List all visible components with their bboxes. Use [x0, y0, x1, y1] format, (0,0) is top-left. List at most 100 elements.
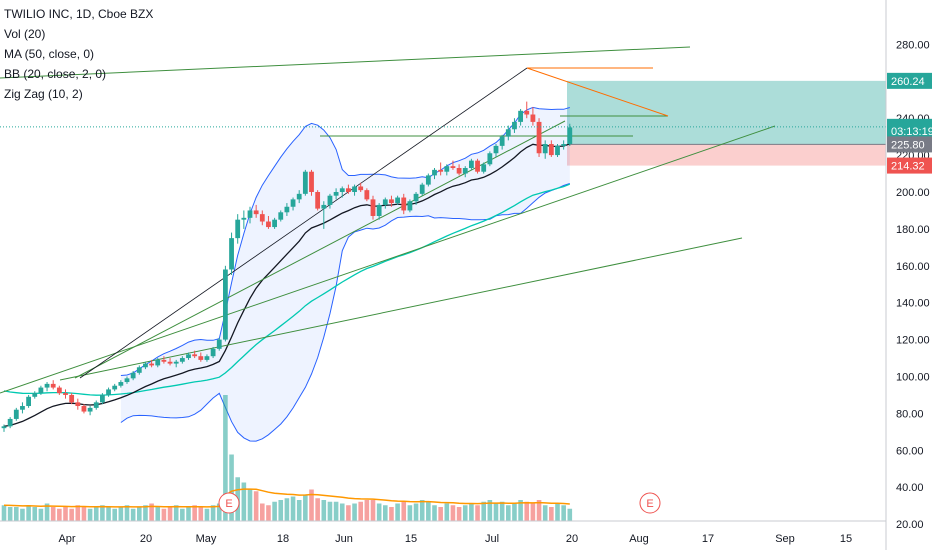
candle: [542, 144, 548, 154]
volume-bar: [487, 500, 493, 521]
candle: [204, 356, 210, 360]
volume-bar: [327, 501, 333, 521]
volume-bar: [499, 501, 505, 521]
price-badge: [887, 72, 932, 89]
volume-bar: [198, 507, 204, 521]
candle: [56, 387, 62, 394]
candle: [561, 144, 567, 146]
candle: [81, 406, 87, 412]
volume-bar: [555, 503, 560, 521]
candle: [548, 144, 554, 156]
price-tick-label: 20.00: [896, 519, 924, 531]
candle: [167, 361, 173, 364]
candle: [241, 217, 247, 220]
volume-bar: [438, 507, 443, 521]
time-axis[interactable]: Apr 20 May 18 Jun 15 Jul 20 Aug 17 Sep 15: [58, 533, 852, 545]
volume-bar: [376, 503, 382, 521]
volume-bar: [542, 505, 548, 521]
volume-bar: [44, 503, 50, 521]
price-badge: [887, 136, 932, 153]
bb-indicator-label[interactable]: BB (20, close, 2, 0): [4, 67, 107, 81]
volume-ma-line: [3, 488, 570, 508]
symbol-title[interactable]: TWILIO INC, 1D, Cboe BZX: [4, 7, 154, 21]
volume-bar: [389, 507, 394, 521]
candle: [216, 339, 222, 349]
volume-bar: [432, 505, 437, 521]
candle: [272, 219, 277, 228]
volume-bar: [506, 505, 511, 521]
volume-bar: [469, 503, 474, 521]
candle: [1, 426, 7, 429]
candle: [7, 418, 13, 427]
trendline-2: [59, 237, 743, 381]
candle: [364, 190, 370, 200]
volume-bar: [192, 505, 197, 521]
volume-bar: [383, 505, 388, 521]
volume-bar: [401, 501, 407, 521]
volume-bar: [284, 498, 290, 521]
candle: [456, 168, 462, 174]
volume-bar: [106, 507, 111, 521]
candle: [567, 127, 573, 145]
candle: [278, 212, 284, 220]
price-badge-label: 03:13:19: [891, 126, 932, 138]
candle: [499, 136, 505, 146]
volume-bar: [549, 507, 554, 521]
price-badge-label: 260.24: [891, 76, 925, 88]
candle: [266, 221, 271, 228]
time-tick-label: 15: [405, 533, 417, 545]
volume-bar: [57, 508, 62, 521]
candle: [438, 169, 444, 172]
price-badge: [887, 123, 932, 140]
volume-bar: [229, 454, 234, 521]
zigzag-indicator-label[interactable]: Zig Zag (10, 2): [4, 87, 83, 101]
candle: [530, 114, 536, 122]
candle: [100, 394, 105, 403]
volume-bar: [272, 501, 277, 521]
candle: [358, 186, 364, 191]
ma-50-line: [3, 183, 571, 396]
candle: [38, 387, 44, 394]
volume-bar: [475, 505, 480, 521]
volume-bar: [530, 503, 536, 521]
candle: [106, 389, 111, 395]
candle: [112, 385, 118, 390]
volume-bar: [339, 503, 345, 521]
volume-bar: [315, 498, 320, 521]
candle: [26, 396, 31, 407]
candle: [247, 210, 253, 218]
volume-bar: [456, 507, 462, 521]
volume-indicator-label[interactable]: Vol (20): [4, 27, 46, 41]
candle: [469, 160, 474, 169]
volume-bar: [204, 508, 210, 521]
volume-bar: [130, 508, 136, 521]
time-tick-label: Jun: [335, 533, 353, 545]
candle: [136, 367, 142, 373]
volume-bar: [1, 505, 7, 521]
volume-bar: [137, 507, 142, 521]
volume-bar: [536, 500, 542, 521]
volume-bar: [462, 505, 468, 521]
position-stop-zone: [567, 144, 886, 166]
ma-indicator-label[interactable]: MA (50, close, 0): [4, 47, 95, 61]
time-tick-label: May: [196, 533, 217, 545]
candle: [50, 383, 56, 388]
volume-bar: [167, 507, 173, 521]
candle: [309, 171, 314, 192]
volume-bar: [296, 500, 302, 521]
candle: [302, 171, 308, 194]
price-tick-label: 60.00: [896, 445, 924, 457]
price-tick-label: 40.00: [896, 482, 924, 494]
volume-bar: [333, 501, 339, 521]
volume-bar: [173, 505, 179, 521]
time-tick-label: Aug: [629, 533, 649, 545]
volume-bar: [210, 505, 216, 521]
volume-bar: [247, 489, 253, 521]
price-tick-label: 160.00: [896, 261, 930, 273]
volume-bar: [38, 508, 44, 521]
time-tick-label: 20: [566, 533, 578, 545]
volume-bar: [253, 491, 259, 521]
candle: [32, 393, 38, 397]
